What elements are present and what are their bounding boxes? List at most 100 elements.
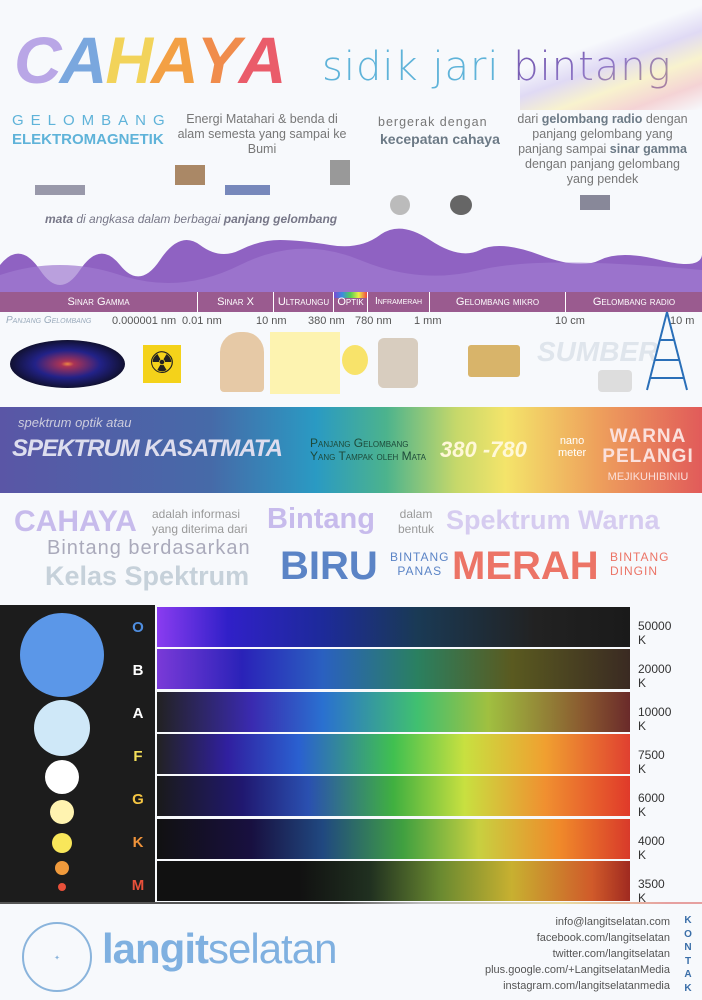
- main-title: CAHAYA: [14, 23, 287, 97]
- sunbather-icon: [270, 332, 340, 394]
- star-M-circle: [58, 883, 66, 891]
- spectral-class-K: K: [132, 834, 144, 851]
- star-G-circle: [52, 833, 72, 853]
- statement-dingin: BINTANG DINGIN: [610, 550, 670, 578]
- wavelength-value: 0.01 nm: [182, 315, 222, 327]
- satellites: [30, 160, 630, 220]
- band-ir: Inframerah: [368, 292, 430, 312]
- banner-main: SPEKTRUM KASATMATA: [12, 435, 283, 462]
- bergerak-text: bergerak dengan: [378, 115, 488, 129]
- star-B-circle: [34, 700, 90, 756]
- wave-illustration: [0, 228, 702, 293]
- kecepatan-text: kecepatan cahaya: [380, 131, 500, 147]
- spectrum-O: [157, 607, 630, 647]
- banner-range: 380 -780: [440, 437, 527, 462]
- statement-panas: BINTANG PANAS: [390, 550, 450, 578]
- statement-merah: MERAH: [452, 544, 599, 588]
- temperature-G: 6000 K: [638, 791, 665, 819]
- wavelength-value: 780 nm: [355, 315, 392, 327]
- band-radio: Gelombang radio: [592, 296, 676, 308]
- spectral-class-O: O: [132, 619, 144, 636]
- spectral-class-G: G: [132, 791, 144, 808]
- star-F-circle: [50, 800, 74, 824]
- banner-pre: spektrum optik atau: [18, 415, 132, 430]
- title-letter: A: [238, 23, 287, 97]
- lightbulb-icon: [342, 345, 368, 375]
- statement-bintang: Bintang: [267, 503, 375, 535]
- statement-kelas: Kelas Spektrum: [45, 561, 250, 591]
- elektromagnetik-label: ELEKTROMAGNETIK: [12, 131, 164, 148]
- title-letter: Y: [196, 23, 241, 97]
- kontak-label: KONTAK: [684, 915, 692, 994]
- title-letter: A: [151, 23, 199, 97]
- banner-pg: Panjang Gelombang Yang Tampak oleh Mata: [310, 436, 427, 463]
- heater-icon: [378, 338, 418, 388]
- wavelength-value: 380 nm: [308, 315, 345, 327]
- band-microwave: Gelombang mikro: [430, 292, 566, 312]
- statement-biru: BIRU: [280, 544, 378, 588]
- prism-rainbow: [520, 0, 702, 110]
- star-A-circle: [45, 760, 79, 794]
- statement-cahaya: CAHAYA: [14, 505, 137, 538]
- brand-logo: langitselatan: [102, 925, 337, 972]
- microwave-icon: [468, 345, 520, 377]
- spectrum-A: [157, 691, 630, 732]
- temperature-A: 10000 K: [638, 705, 672, 733]
- telescope-icon: [330, 160, 350, 185]
- satellite-icon: [450, 195, 472, 215]
- subtitle-b: bintang: [513, 44, 671, 90]
- mata-text: mata di angkasa dalam berbagai panjang g…: [45, 212, 338, 226]
- title-letter: C: [14, 23, 62, 97]
- wavelength-value: 1 mm: [414, 315, 442, 327]
- subtitle-a: sidik jari: [322, 44, 514, 90]
- contact-email[interactable]: info@langitselatan.com: [555, 916, 670, 928]
- star-K-circle: [55, 861, 69, 875]
- contact-twitter[interactable]: twitter.com/langitselatan: [552, 948, 670, 960]
- galaxy-gamma-image: [10, 340, 125, 388]
- banner-warna: WARNA PELANGI MEJIKUHIBINIU: [602, 426, 694, 484]
- contact-instagram[interactable]: instagram.com/langitselatanmedia: [503, 980, 670, 992]
- spectral-class-F: F: [133, 748, 143, 765]
- radiation-icon: ☢: [143, 345, 181, 383]
- statement-spektrum: Spektrum Warna: [446, 505, 660, 535]
- dish-icon: [580, 195, 610, 210]
- temperature-F: 7500 K: [638, 748, 665, 776]
- wavelength-value: 10 nm: [256, 315, 287, 327]
- wavelength-value: 10 cm: [555, 315, 585, 327]
- contact-facebook[interactable]: facebook.com/langitselatan: [536, 932, 670, 944]
- xray-person-icon: [220, 332, 264, 392]
- contact-googleplus[interactable]: plus.google.com/+LangitselatanMedia: [485, 964, 670, 976]
- satellite-icon: [35, 185, 85, 195]
- sumber-label: SUMBER: [537, 336, 659, 367]
- title-letter: A: [59, 23, 108, 97]
- subtitle: sidik jari bintang: [322, 44, 672, 90]
- band-uv: Ultraungu: [274, 292, 334, 312]
- spectrum-K: [157, 818, 630, 859]
- footer-divider: [0, 902, 702, 904]
- spectral-class-M: M: [131, 877, 145, 894]
- band-optical: Optik: [334, 292, 368, 312]
- gelombang-label: GELOMBANG: [12, 112, 172, 129]
- statement-berdasar: Bintang berdasarkan: [47, 537, 251, 559]
- satellite-icon: [390, 195, 410, 215]
- title-letter: H: [105, 23, 153, 97]
- wavelength-label: Panjang Gelombang: [6, 315, 92, 326]
- wavelength-value: 10 m: [670, 315, 695, 327]
- satellite-icon: [225, 185, 270, 195]
- temperature-B: 20000 K: [638, 662, 672, 690]
- band-gamma: Sinar Gamma: [0, 292, 198, 312]
- seal-logo: ✦: [22, 922, 92, 992]
- wavelength-value: 0.000001 nm: [112, 315, 177, 327]
- satellite-icon: [175, 165, 205, 185]
- spectral-class-A: A: [132, 705, 144, 722]
- temperature-M: 3500 K: [638, 877, 665, 905]
- star-O-circle: [20, 613, 104, 697]
- spectral-class-B: B: [132, 662, 144, 679]
- spectrum-M: [157, 860, 630, 901]
- banner-unit: nano meter: [558, 435, 587, 459]
- statement-adalah: adalah informasi yang diterima dari: [152, 507, 248, 536]
- contact-list: info@langitselatan.com facebook.com/lang…: [485, 914, 670, 994]
- band-xray: Sinar X: [198, 292, 274, 312]
- em-band-bar: Sinar Gamma Sinar X Ultraungu Optik Infr…: [0, 292, 702, 312]
- spectrum-B: [157, 649, 630, 690]
